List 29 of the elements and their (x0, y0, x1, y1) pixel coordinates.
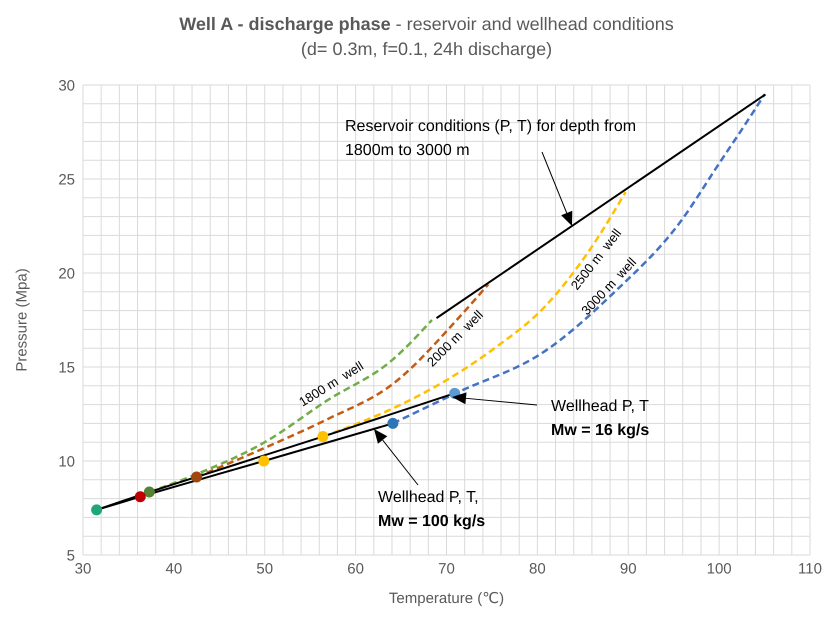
annotation: Wellhead P, T, Mw = 100 kg/s (378, 489, 486, 530)
y-tick-label: 10 (58, 453, 75, 470)
x-tick-label: 110 (798, 560, 822, 578)
point (387, 418, 398, 429)
x-axis-title: Temperature (℃) (388, 590, 504, 607)
x-tick-label: 90 (620, 560, 637, 578)
y-tick-label: 5 (66, 547, 75, 564)
annotation: Wellhead P, T Mw = 16 kg/s (551, 398, 650, 439)
chart-subtitle: (d= 0.3m, f=0.1, 24h discharge) (300, 39, 552, 59)
point (317, 431, 328, 442)
x-tick-label: 30 (74, 560, 92, 578)
x-tick-label: 70 (438, 560, 455, 578)
point (91, 504, 102, 516)
chart-title: Well A - discharge phase - reservoir and wellhead conditions (179, 14, 674, 34)
y-tick-label: 25 (58, 171, 75, 188)
x-tick-label: 40 (166, 560, 182, 578)
annotation: Reservoir conditions (P, T) for depth from 1800m to 3000 m (345, 118, 636, 159)
x-tick-label: 60 (347, 560, 364, 578)
point (134, 491, 146, 502)
y-tick-label: 20 (58, 265, 75, 282)
text: 1800 m well (296, 358, 366, 410)
y-axis-title: Pressure (Mpa) (13, 268, 30, 372)
point (191, 471, 202, 482)
x-tick-label: 80 (529, 560, 546, 578)
x-tick-label: 50 (256, 560, 274, 578)
y-tick-label: 15 (58, 359, 75, 376)
point (144, 486, 155, 498)
y-tick-label: 30 (58, 77, 75, 94)
x-tick-label: 100 (706, 560, 732, 578)
